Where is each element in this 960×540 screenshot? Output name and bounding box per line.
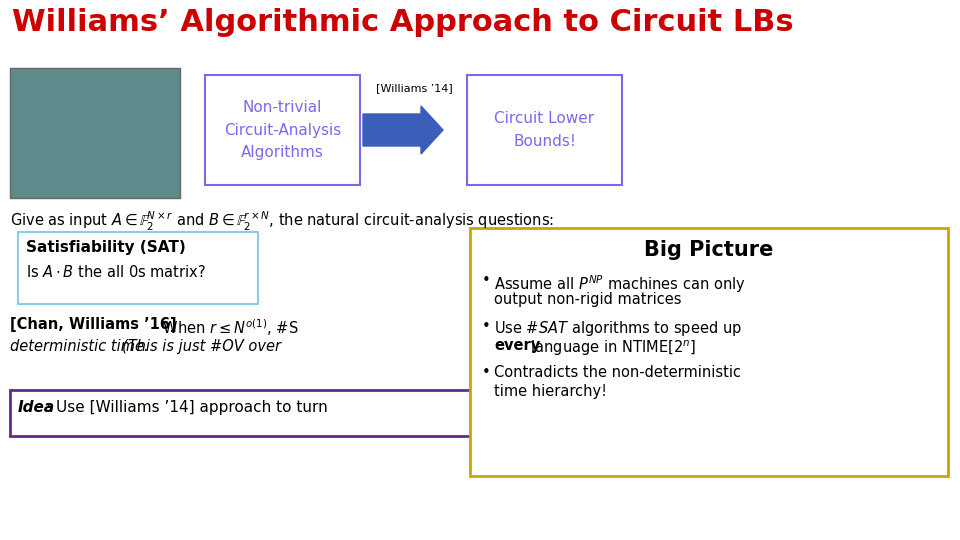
- FancyBboxPatch shape: [10, 390, 475, 436]
- Text: Big Picture: Big Picture: [644, 240, 774, 260]
- Text: Give as input $A \in \mathbb{F}_2^{N\times r}$ and $B \in \mathbb{F}_2^{r\times : Give as input $A \in \mathbb{F}_2^{N\tim…: [10, 210, 554, 233]
- FancyBboxPatch shape: [205, 75, 360, 185]
- Text: time hierarchy!: time hierarchy!: [494, 384, 607, 399]
- Text: Use #$SAT$ algorithms to speed up: Use #$SAT$ algorithms to speed up: [494, 319, 742, 338]
- Text: (This is just #OV over: (This is just #OV over: [122, 339, 281, 354]
- Text: •: •: [482, 319, 491, 334]
- Text: Circuit Lower
Bounds!: Circuit Lower Bounds!: [494, 111, 594, 148]
- FancyBboxPatch shape: [470, 228, 948, 476]
- Text: Idea: Idea: [18, 400, 55, 415]
- FancyBboxPatch shape: [467, 75, 622, 185]
- FancyBboxPatch shape: [18, 232, 258, 304]
- Text: •: •: [482, 273, 491, 288]
- Text: language in NTIME[$2^n$]: language in NTIME[$2^n$]: [526, 338, 696, 357]
- Text: deterministic time.: deterministic time.: [10, 339, 154, 354]
- Text: : Use [Williams ’14] approach to turn: : Use [Williams ’14] approach to turn: [46, 400, 327, 415]
- FancyBboxPatch shape: [10, 68, 180, 198]
- Text: When $r \leq N^{o(1)}$, #S: When $r \leq N^{o(1)}$, #S: [158, 317, 299, 338]
- Text: every: every: [494, 338, 540, 353]
- Text: Is $A \cdot B$ the all 0s matrix?: Is $A \cdot B$ the all 0s matrix?: [26, 264, 205, 280]
- Text: Non-trivial
Circuit-Analysis
Algorithms: Non-trivial Circuit-Analysis Algorithms: [224, 100, 341, 160]
- Text: •: •: [482, 365, 491, 380]
- Text: Satisfiability (SAT): Satisfiability (SAT): [26, 240, 185, 255]
- Text: output non-rigid matrices: output non-rigid matrices: [494, 292, 682, 307]
- Text: Assume all $P^{NP}$ machines can only: Assume all $P^{NP}$ machines can only: [494, 273, 746, 295]
- Text: [Chan, Williams ’16]: [Chan, Williams ’16]: [10, 317, 177, 332]
- Text: [Williams ’14]: [Williams ’14]: [375, 83, 452, 93]
- Text: Williams’ Algorithmic Approach to Circuit LBs: Williams’ Algorithmic Approach to Circui…: [12, 8, 794, 37]
- FancyArrow shape: [363, 106, 443, 154]
- Text: Contradicts the non-deterministic: Contradicts the non-deterministic: [494, 365, 741, 380]
